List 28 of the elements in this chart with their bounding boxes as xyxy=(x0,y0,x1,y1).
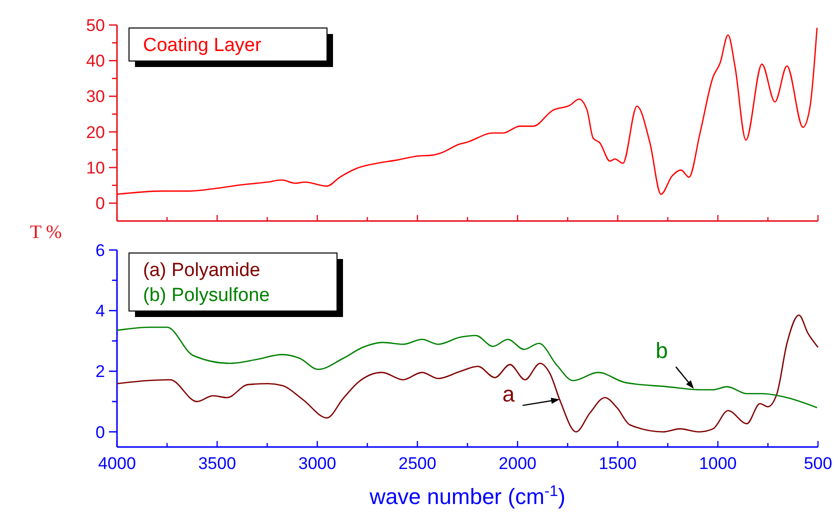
x-tick-label: 1000 xyxy=(698,454,737,473)
annotation: b xyxy=(656,338,668,363)
y-axis-title: T % xyxy=(30,222,62,243)
line-series xyxy=(116,27,818,195)
y-tick-label: 50 xyxy=(86,16,105,35)
line-series xyxy=(116,314,819,432)
y-tick-label: 4 xyxy=(96,302,105,321)
x-tick-label: 3000 xyxy=(298,454,336,473)
y-tick-label: 0 xyxy=(96,194,105,214)
x-tick-label: 4000 xyxy=(98,454,136,473)
line-series xyxy=(116,326,818,408)
y-tick-label: 2 xyxy=(96,362,105,382)
x-tick-label: 2500 xyxy=(398,454,436,473)
x-tick-label: 3500 xyxy=(198,454,236,473)
text: (a) Polyamide xyxy=(143,260,260,281)
annotation: a xyxy=(502,381,516,406)
series-label: (b) Polysulfone xyxy=(143,285,270,306)
y-tick-label: 30 xyxy=(86,87,105,106)
y-tick-label: 40 xyxy=(86,52,105,71)
y-tick-label: 0 xyxy=(96,422,105,442)
y-tick-label: 20 xyxy=(86,122,105,142)
y-tick-label: 6 xyxy=(96,240,105,260)
x-tick-label: 1500 xyxy=(598,454,637,473)
x-tick-label: 2000 xyxy=(498,454,536,473)
x-axis-title: wave number (cm$^{-1}$) xyxy=(368,482,566,509)
y-tick-label: 10 xyxy=(86,158,105,178)
text: Coating Layer xyxy=(143,35,262,56)
x-tick-label: 500 xyxy=(804,454,832,473)
